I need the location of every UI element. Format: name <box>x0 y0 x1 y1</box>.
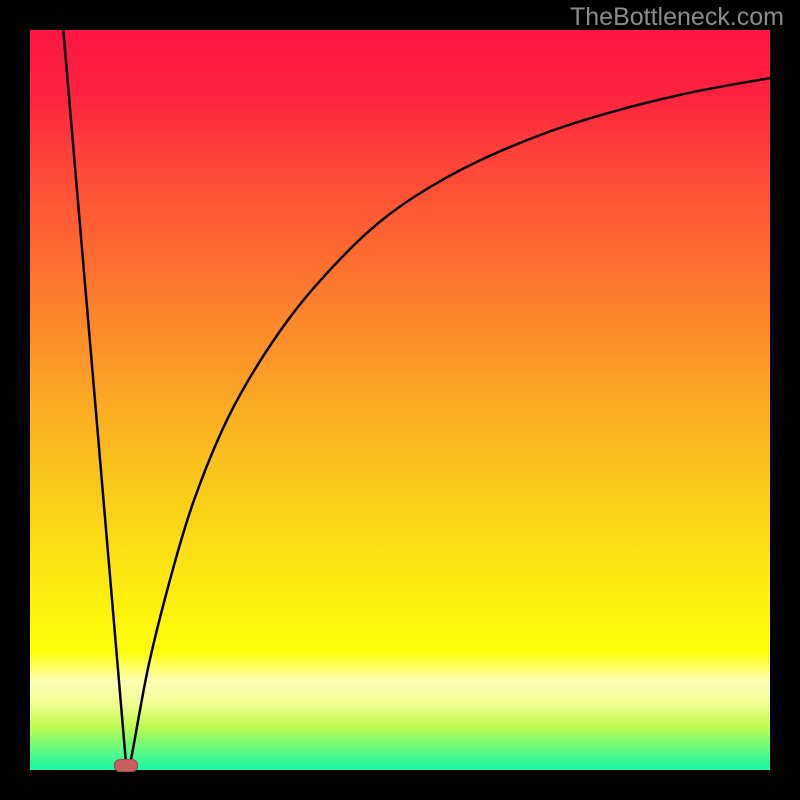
minimum-marker <box>114 759 138 772</box>
plot-area <box>30 30 770 770</box>
watermark-text: TheBottleneck.com <box>570 3 784 32</box>
chart-stage: TheBottleneck.com <box>0 0 800 800</box>
